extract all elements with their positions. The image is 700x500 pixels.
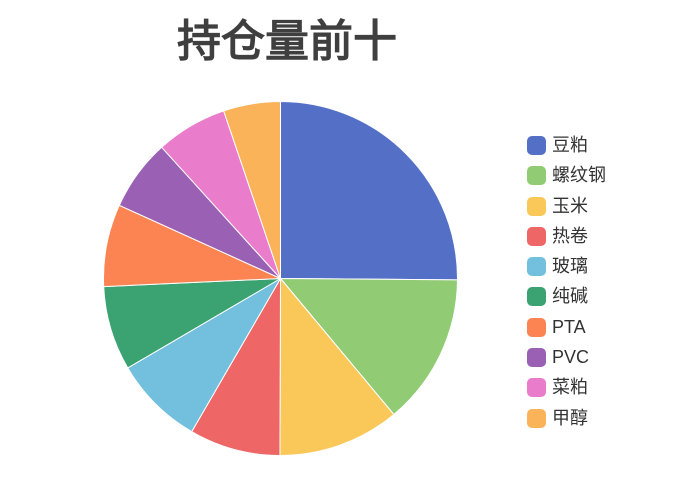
pie-slice-4[interactable] — [127, 278, 281, 433]
legend-item-6[interactable]: PTA — [527, 316, 606, 337]
legend-item-9[interactable]: 甲醇 — [527, 407, 606, 428]
legend-swatch-icon — [527, 136, 546, 155]
legend-swatch-icon — [527, 166, 546, 186]
legend-swatch-icon — [527, 196, 546, 216]
legend-item-label: 热卷 — [552, 225, 588, 246]
legend-swatch-icon — [527, 257, 546, 277]
legend-item-1[interactable]: 螺纹钢 — [527, 165, 606, 186]
pie-slice-2[interactable] — [279, 278, 395, 457]
pie-slice-3[interactable] — [191, 278, 281, 456]
legend-item-label: PVC — [552, 347, 590, 368]
legend-item-5[interactable]: 纯碱 — [527, 286, 606, 307]
pie-slice-9[interactable] — [223, 101, 281, 279]
legend-swatch-icon — [527, 226, 546, 246]
legend-swatch-icon — [527, 378, 546, 398]
legend-swatch-icon — [527, 348, 546, 368]
legend-item-label: 玻璃 — [552, 256, 588, 277]
pie-slice-0[interactable] — [280, 101, 458, 281]
legend-item-label: 玉米 — [552, 195, 588, 216]
chart-title: 持仓量前十 — [177, 17, 397, 66]
legend-item-label: PTA — [552, 316, 586, 337]
legend-item-label: 螺纹钢 — [552, 165, 606, 186]
legend-item-8[interactable]: 菜粕 — [527, 377, 606, 398]
legend: 豆粕螺纹钢玉米热卷玻璃纯碱 PTA PVC 菜粕甲醇 — [527, 136, 606, 428]
legend-swatch-icon — [527, 287, 546, 307]
pie-slice-1[interactable] — [280, 278, 458, 415]
legend-item-2[interactable]: 玉米 — [527, 195, 606, 216]
legend-swatch-icon — [527, 317, 546, 337]
legend-item-3[interactable]: 热卷 — [527, 225, 606, 246]
legend-item-0[interactable]: 豆粕 — [527, 136, 606, 155]
legend-item-label: 豆粕 — [552, 135, 588, 155]
legend-item-label: 菜粕 — [552, 377, 588, 398]
legend-item-label: 甲醇 — [552, 407, 588, 428]
legend-item-4[interactable]: 玻璃 — [527, 256, 606, 277]
legend-swatch-icon — [527, 408, 546, 428]
legend-item-7[interactable]: PVC — [527, 347, 606, 368]
legend-item-label: 纯碱 — [552, 286, 588, 307]
